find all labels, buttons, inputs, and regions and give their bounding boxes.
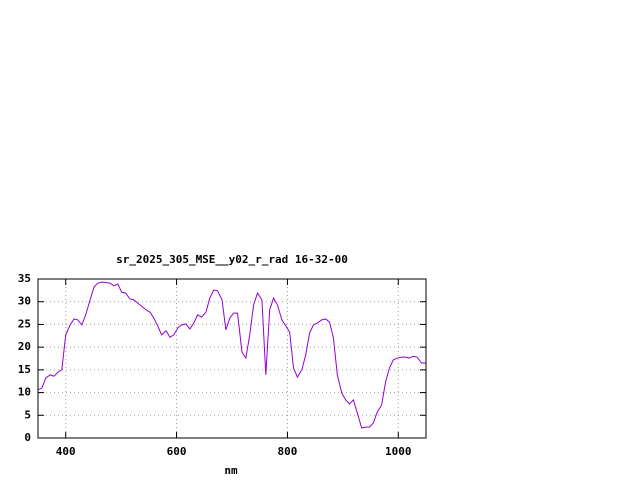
data-line [37, 281, 426, 429]
y-tick-label: 25 [18, 317, 31, 330]
x-tick-label: 800 [277, 445, 297, 458]
x-tick-label: 600 [167, 445, 187, 458]
y-tick-label: 30 [18, 295, 31, 308]
chart-title: sr_2025_305_MSE__y02_r_rad 16-32-00 [116, 253, 348, 266]
y-tick-label: 0 [24, 431, 31, 444]
y-tick-label: 10 [18, 386, 31, 399]
y-tick-label: 20 [18, 340, 31, 353]
y-tick-label: 5 [24, 408, 31, 421]
x-axis-label: nm [224, 464, 238, 477]
y-tick-label: 35 [18, 272, 31, 285]
y-tick-label: 15 [18, 363, 31, 376]
plot-border [37, 278, 427, 439]
x-tick-label: 400 [56, 445, 76, 458]
x-tick-label: 1000 [385, 445, 412, 458]
